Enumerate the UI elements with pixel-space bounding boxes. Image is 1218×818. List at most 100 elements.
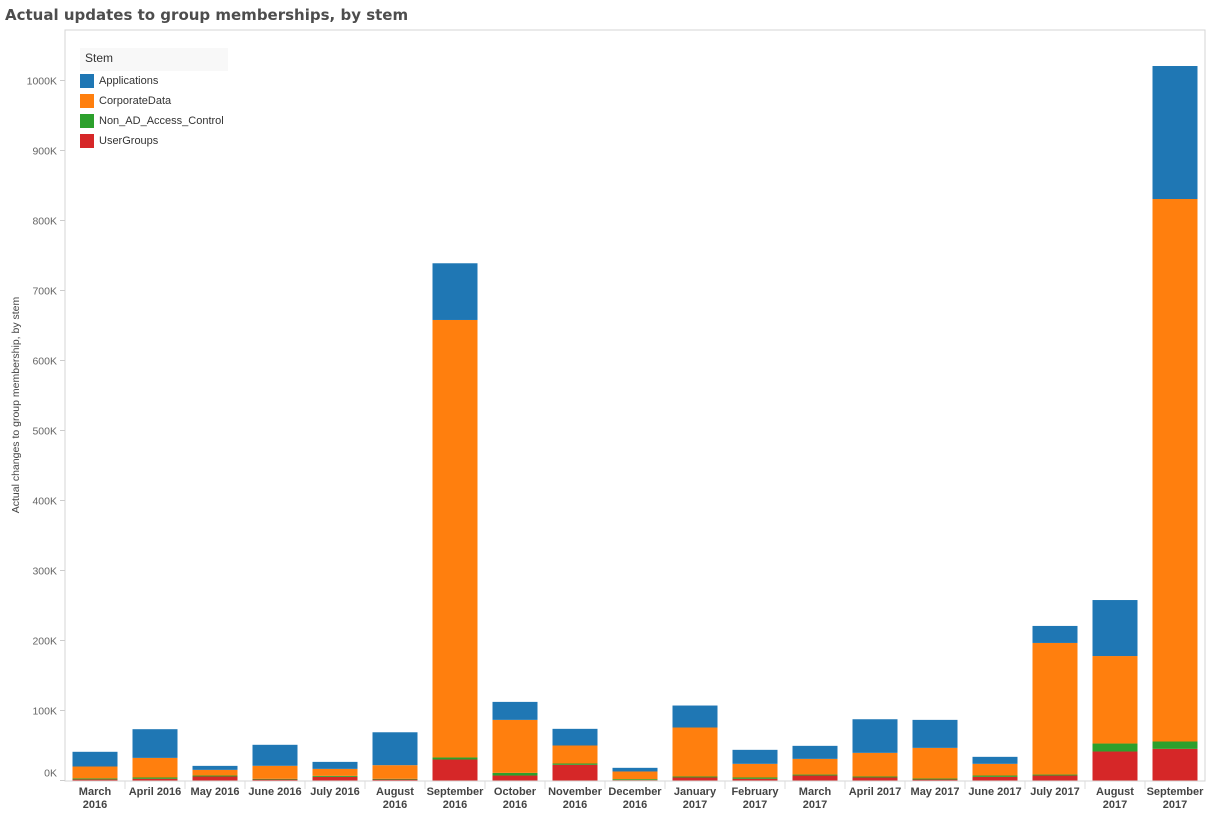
x-tick-label: July 2017: [1030, 786, 1080, 798]
bar-segment-applications: [372, 732, 418, 766]
plot-frame: [64, 29, 1206, 782]
bar-segment-non-ad-access-control: [192, 775, 238, 777]
bar-segment-applications: [672, 705, 718, 728]
bar-segment-applications: [312, 761, 358, 769]
bar-segment-non-ad-access-control: [1152, 741, 1198, 749]
legend-item-non-ad-access-control[interactable]: Non_AD_Access_Control: [80, 111, 228, 131]
y-tick-label: 200K: [32, 636, 57, 648]
bar-segment-non-ad-access-control: [372, 778, 418, 780]
x-tick-label: March 2016: [79, 786, 112, 811]
bar-segment-corporatedata: [612, 771, 658, 780]
legend-item-corporatedata[interactable]: CorporateData: [80, 91, 228, 111]
bar-segment-non-ad-access-control: [132, 777, 178, 779]
bar-segment-corporatedata: [552, 745, 598, 764]
y-tick-label: 900K: [32, 146, 57, 158]
bar-segment-non-ad-access-control: [912, 778, 958, 780]
bar-segment-corporatedata: [72, 766, 118, 779]
bar-segment-corporatedata: [672, 727, 718, 777]
bar-segment-non-ad-access-control: [612, 779, 658, 781]
x-tick-label: September 2017: [1147, 786, 1205, 811]
bar-segment-applications: [1032, 625, 1078, 643]
x-tick-label: November 2016: [548, 786, 603, 811]
legend-label: UserGroups: [99, 135, 159, 147]
bar-segment-usergroups: [972, 776, 1018, 781]
bar-segment-usergroups: [912, 779, 958, 781]
bar-segment-non-ad-access-control: [672, 776, 718, 778]
bar-segment-corporatedata: [432, 319, 478, 758]
bar-segment-non-ad-access-control: [792, 774, 838, 776]
bar-segment-usergroups: [132, 778, 178, 781]
legend-item-applications[interactable]: Applications: [80, 71, 228, 91]
x-tick-label: December 2016: [608, 786, 662, 811]
bar-segment-corporatedata: [492, 719, 538, 773]
x-tick-label: July 2016: [310, 786, 360, 798]
bar-segment-usergroups: [732, 778, 778, 781]
bar-segment-corporatedata: [912, 747, 958, 779]
bar-segment-applications: [972, 756, 1018, 764]
x-tick-label: February 2017: [731, 786, 779, 811]
bar-segment-usergroups: [432, 759, 478, 781]
bar-segment-usergroups: [192, 776, 238, 781]
bar-segment-usergroups: [852, 777, 898, 781]
y-tick-label: 700K: [32, 286, 57, 298]
bar-segment-applications: [132, 729, 178, 758]
bar-segment-corporatedata: [372, 765, 418, 779]
bar-segment-applications: [72, 751, 118, 767]
y-tick-label: 0K: [44, 768, 57, 780]
bar-segment-non-ad-access-control: [312, 775, 358, 777]
legend-swatch: [80, 94, 94, 108]
bar-segment-non-ad-access-control: [432, 757, 478, 760]
x-tick-label: October 2016: [494, 786, 537, 811]
x-tick-label: June 2016: [248, 786, 301, 798]
y-tick-label: 300K: [32, 566, 57, 578]
bar-segment-non-ad-access-control: [492, 772, 538, 776]
x-tick-label: April 2016: [129, 786, 182, 798]
bar-segment-usergroups: [252, 779, 298, 781]
bar-segment-usergroups: [792, 775, 838, 781]
bar-segment-applications: [612, 767, 658, 772]
x-tick-label: June 2017: [968, 786, 1021, 798]
legend-swatch: [80, 114, 94, 128]
legend-label: Non_AD_Access_Control: [99, 115, 224, 127]
bar-segment-applications: [432, 263, 478, 320]
y-tick-label: 400K: [32, 496, 57, 508]
chart-title: Actual updates to group memberships, by …: [5, 6, 409, 24]
bar-segment-applications: [192, 765, 238, 770]
legend-swatch: [80, 74, 94, 88]
bar-segment-non-ad-access-control: [72, 778, 118, 780]
bar-segment-corporatedata: [732, 763, 778, 778]
bar-segment-corporatedata: [972, 763, 1018, 776]
bar-segment-corporatedata: [192, 769, 238, 776]
x-tick-label: May 2016: [191, 786, 240, 798]
bar-segment-usergroups: [552, 764, 598, 781]
bar-segment-non-ad-access-control: [972, 775, 1018, 777]
bar-segment-corporatedata: [1152, 199, 1198, 742]
bar-segment-applications: [492, 701, 538, 720]
x-tick-label: January 2017: [674, 786, 717, 811]
bar-segment-applications: [1152, 66, 1198, 200]
x-tick-label: April 2017: [849, 786, 902, 798]
bar-segment-corporatedata: [792, 758, 838, 775]
bar-segment-non-ad-access-control: [852, 776, 898, 778]
bar-segment-applications: [792, 745, 838, 759]
y-tick-label: 100K: [32, 706, 57, 718]
bar-segment-usergroups: [492, 775, 538, 781]
x-tick-label: August 2016: [376, 786, 414, 811]
bar-segment-non-ad-access-control: [552, 763, 598, 765]
x-tick-label: September 2016: [427, 786, 485, 811]
bar-segment-applications: [1092, 600, 1138, 657]
bar-segment-corporatedata: [1032, 642, 1078, 775]
bar-segment-applications: [852, 719, 898, 753]
legend-label: Applications: [99, 75, 159, 87]
bar-segment-corporatedata: [1092, 656, 1138, 744]
bar-segment-usergroups: [312, 776, 358, 781]
bar-segment-applications: [732, 749, 778, 764]
y-tick-label: 800K: [32, 216, 57, 228]
legend-item-usergroups[interactable]: UserGroups: [80, 131, 228, 151]
bar-segment-corporatedata: [132, 757, 178, 778]
legend-title: Stem: [80, 48, 228, 71]
legend: Stem Applications CorporateData Non_AD_A…: [80, 48, 228, 151]
bar-segment-corporatedata: [252, 765, 298, 779]
bar-segment-corporatedata: [852, 752, 898, 777]
